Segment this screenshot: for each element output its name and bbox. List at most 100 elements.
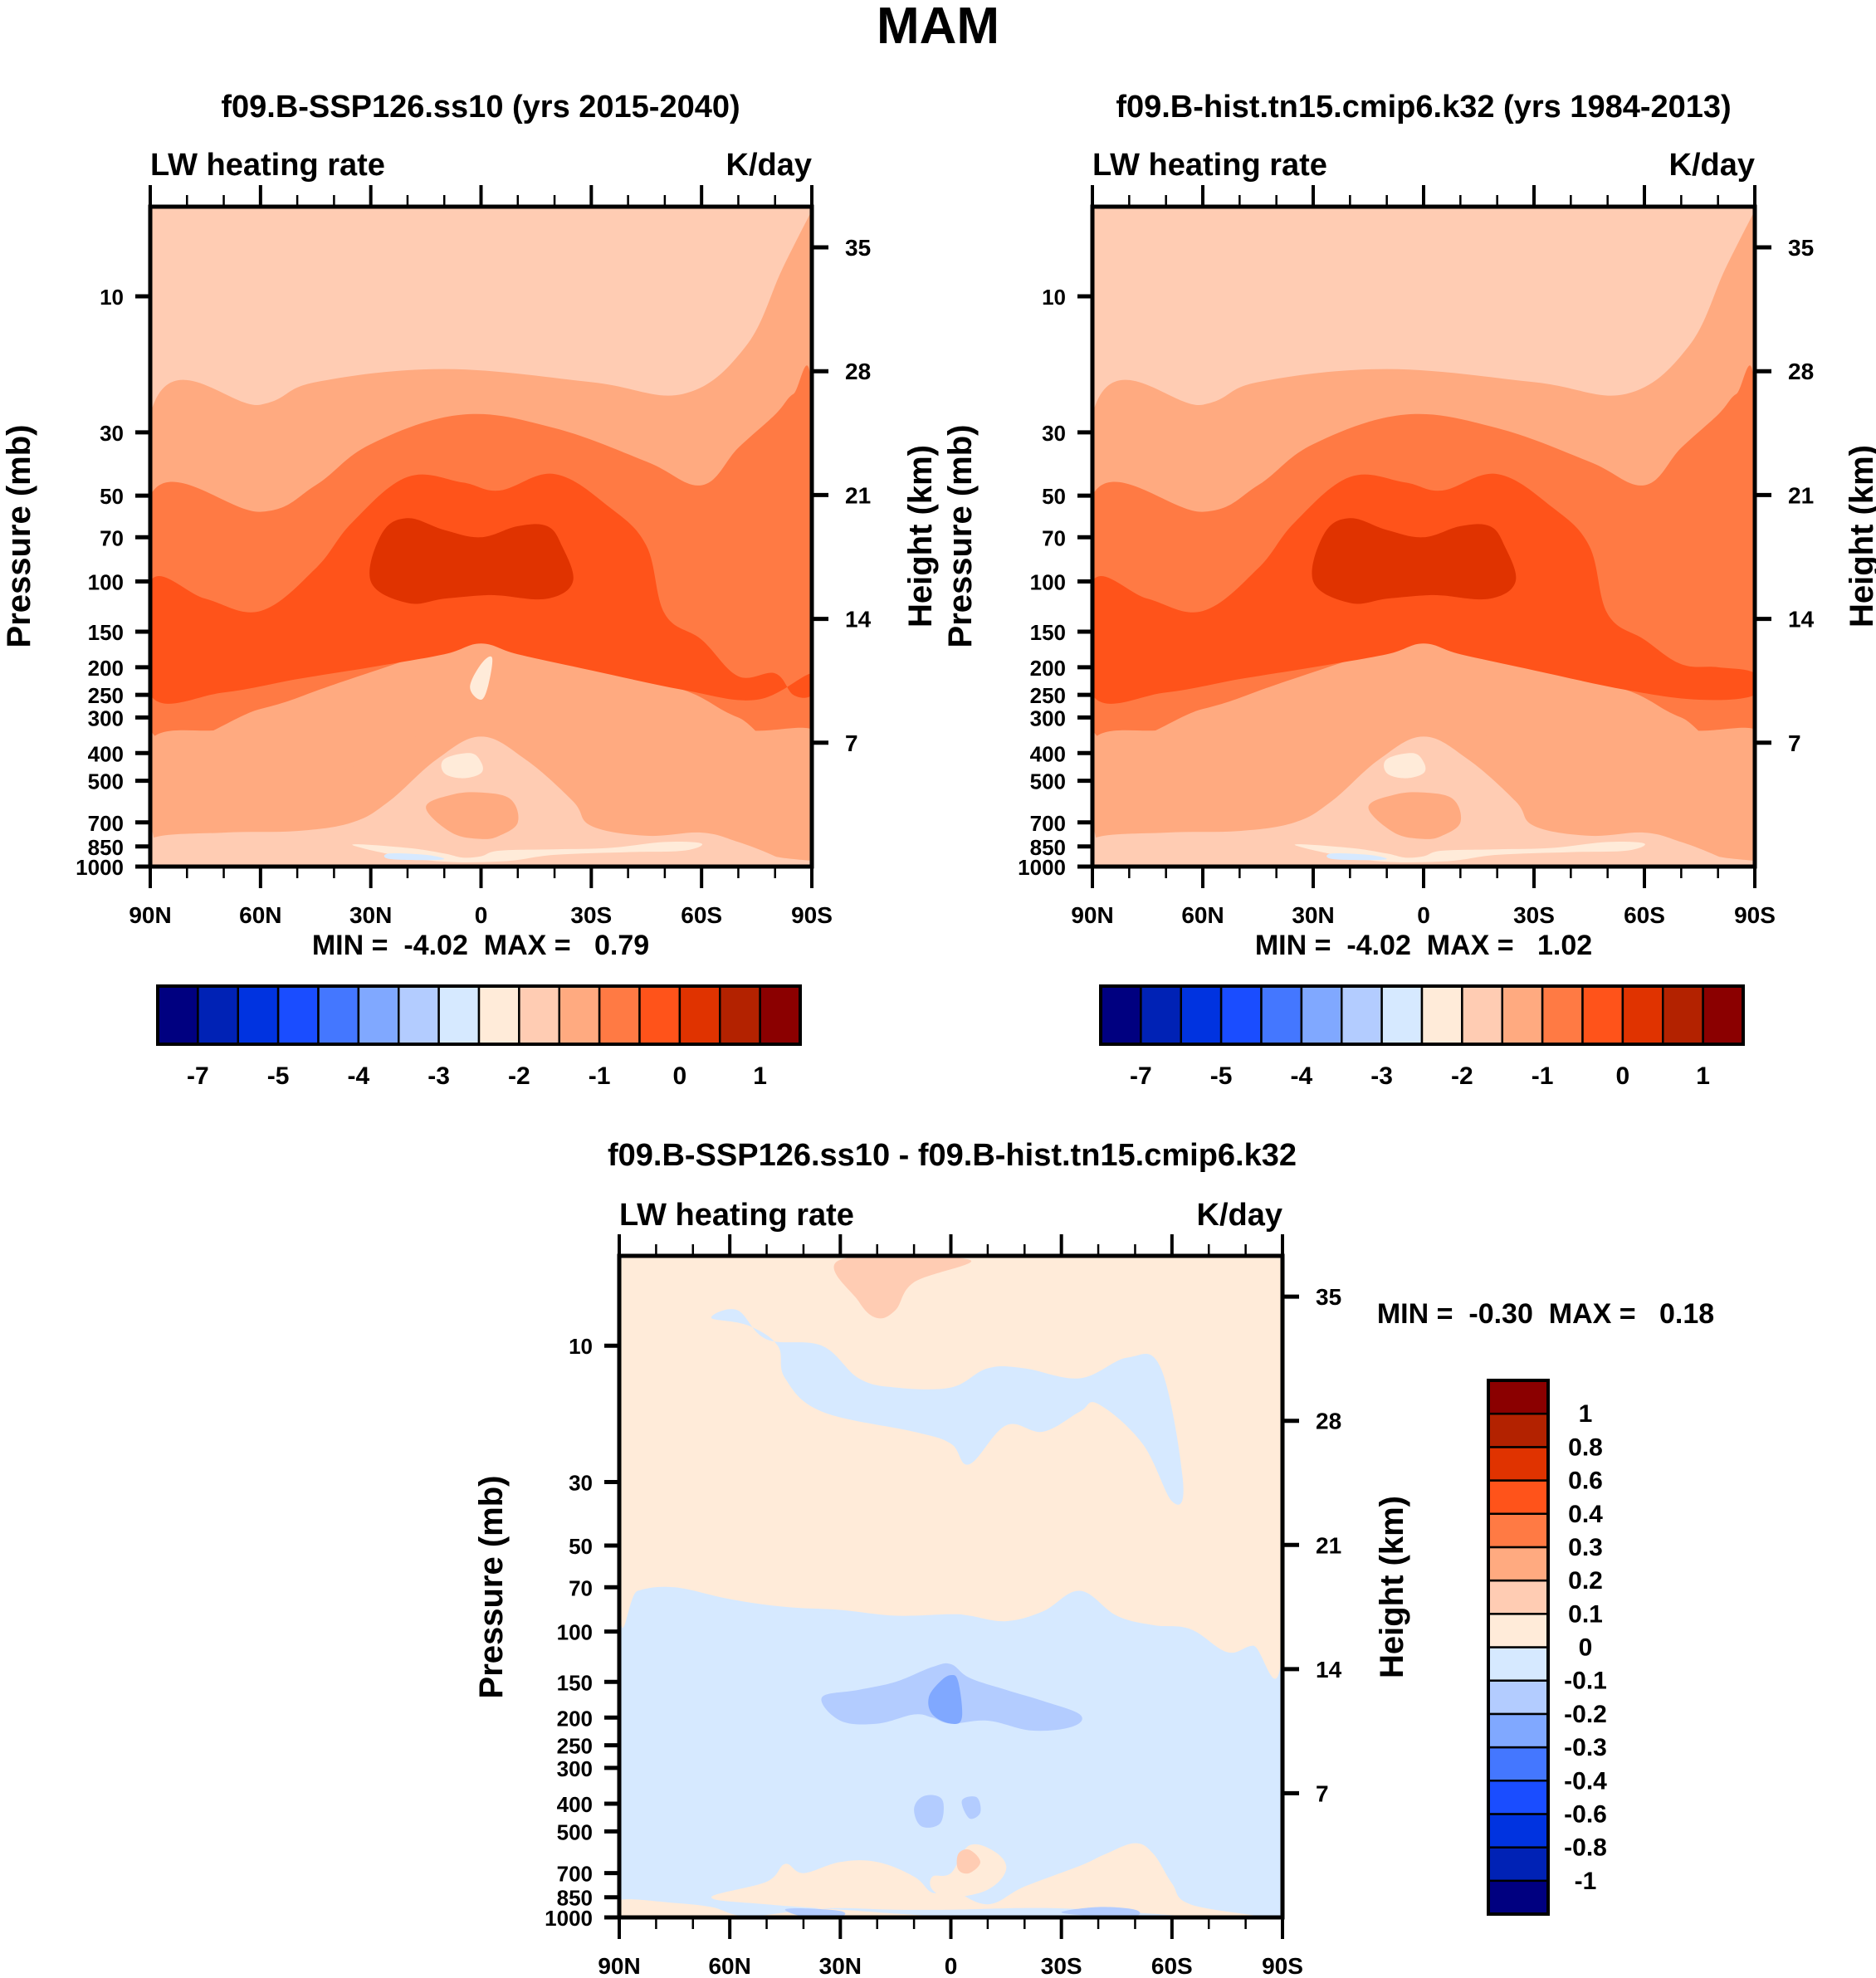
colorbar-label: -1 — [1532, 1062, 1554, 1090]
axes: 90N 60N 30N 0 30S 60S 90S103050701001502002503… — [76, 185, 872, 928]
colorbar-label: -0.6 — [1564, 1800, 1607, 1828]
y-tick-label: 1000 — [76, 855, 124, 880]
colorbar-label: 0.4 — [1568, 1501, 1603, 1528]
y-axis-title: Pressure (mb) — [942, 425, 979, 648]
contour-fill-layer — [150, 207, 812, 867]
contour-region-level-6 — [1061, 1907, 1141, 1917]
y-tick-label: 70 — [569, 1575, 593, 1600]
x-tick-label: 30S — [570, 902, 612, 928]
y2-tick-label: 35 — [845, 235, 871, 261]
min-max-stats: MIN = -4.02 MAX = 1.02 — [1255, 930, 1592, 961]
x-tick-label: 30S — [1041, 1953, 1082, 1978]
colorbar-box — [1380, 984, 1424, 1046]
colorbar-label: 0.2 — [1568, 1567, 1603, 1595]
colorbar-label: 0.3 — [1568, 1534, 1603, 1561]
colorbar-box — [1487, 1579, 1550, 1615]
colorbar-box — [1487, 1379, 1550, 1415]
y-tick-label: 1000 — [545, 1906, 593, 1931]
min-max-stats: MIN = -4.02 MAX = 0.79 — [312, 930, 649, 961]
colorbar-label: -1 — [589, 1062, 611, 1090]
colorbar-box — [1099, 984, 1142, 1046]
y-tick-label: 700 — [88, 811, 124, 836]
y-tick-label: 30 — [569, 1471, 593, 1496]
panel-title: f09.B-SSP126.ss10 (yrs 2015-2040) — [221, 90, 740, 125]
contour-fill-layer — [619, 1256, 1282, 1917]
contour-region-level-5 — [928, 1675, 963, 1725]
colorbar-box — [1581, 984, 1624, 1046]
y-tick-label: 50 — [100, 484, 124, 509]
panel-title: f09.B-SSP126.ss10 - f09.B-hist.tn15.cmip… — [608, 1138, 1297, 1173]
x-tick-label: 60N — [239, 902, 281, 928]
colorbar-box — [1662, 984, 1704, 1046]
x-tick-label: 30N — [1292, 902, 1334, 928]
colorbar-box — [558, 984, 601, 1046]
axes: 90N 60N 30N 0 30S 60S 90S103050701001502002503… — [1018, 185, 1815, 928]
panel-title: f09.B-hist.tn15.cmip6.k32 (yrs 1984-2013… — [1116, 90, 1731, 125]
contour-region-level-9 — [956, 1849, 980, 1874]
y2-axis-title: Height (km) — [1844, 445, 1876, 628]
y-tick-label: 100 — [557, 1620, 593, 1645]
colorbar-box — [276, 984, 320, 1046]
y-tick-label: 700 — [557, 1862, 593, 1887]
contour-region-level-8 — [441, 753, 483, 779]
colorbar-box — [1461, 984, 1503, 1046]
y2-tick-label: 21 — [1316, 1532, 1341, 1558]
x-tick-label: 90N — [598, 1953, 640, 1978]
colorbar-label: -2 — [1451, 1062, 1473, 1090]
colorbar-box — [1487, 1846, 1550, 1883]
units-label: K/day — [726, 148, 812, 183]
variable-label: LW heating rate — [1092, 148, 1327, 183]
x-tick-label: 60S — [681, 902, 722, 928]
min-max-stats: MIN = -0.30 MAX = 0.18 — [1377, 1298, 1714, 1330]
colorbar-box — [1487, 1679, 1550, 1716]
x-tick-label: 0 — [945, 1953, 958, 1978]
x-tick-label: 0 — [1417, 902, 1430, 928]
colorbar-box — [1487, 1879, 1550, 1916]
contour-region-level-13 — [1312, 518, 1517, 604]
panel-difference: f09.B-SSP126.ss10 - f09.B-hist.tn15.cmip… — [473, 1138, 1714, 1978]
y-tick-label: 50 — [1042, 484, 1066, 509]
y2-tick-label: 7 — [845, 730, 858, 756]
y-tick-label: 10 — [100, 285, 124, 310]
units-label: K/day — [1197, 1198, 1282, 1233]
x-tick-label: 90S — [1262, 1953, 1303, 1978]
colorbar-label: 0 — [673, 1062, 687, 1090]
y2-tick-label: 28 — [1316, 1409, 1341, 1434]
contour-region-level-7 — [1326, 853, 1387, 861]
colorbar: -7 -5 -4 -3 -2 -1 0 1 — [1099, 984, 1745, 1090]
x-tick-label: 60S — [1151, 1953, 1193, 1978]
y-tick-label: 1000 — [1018, 855, 1066, 880]
y-tick-label: 850 — [557, 1886, 593, 1911]
colorbar-frame — [1099, 984, 1745, 1046]
x-tick-label: 60S — [1624, 902, 1665, 928]
y-tick-label: 10 — [569, 1334, 593, 1359]
colorbar-label: 0.8 — [1568, 1433, 1603, 1461]
y-tick-label: 50 — [569, 1534, 593, 1559]
colorbar-box — [357, 984, 400, 1046]
colorbar-box — [518, 984, 560, 1046]
colorbar-box — [759, 984, 802, 1046]
colorbar-box — [1702, 984, 1745, 1046]
contour-fill-layer — [1092, 207, 1755, 867]
x-tick-label: 90S — [1734, 902, 1776, 928]
colorbar-box — [678, 984, 721, 1046]
x-tick-label: 90N — [129, 902, 171, 928]
y-tick-label: 400 — [88, 741, 124, 766]
colorbar-label: -5 — [1210, 1062, 1233, 1090]
colorbar: -7 -5 -4 -3 -2 -1 0 1 — [156, 984, 802, 1090]
colorbar-box — [1541, 984, 1584, 1046]
colorbar-label: 1 — [1579, 1400, 1593, 1428]
colorbar-box — [1487, 1512, 1550, 1549]
x-tick-label: 30N — [349, 902, 392, 928]
colorbar-box — [1180, 984, 1223, 1046]
colorbar: -1 -0.8 -0.6 -0.4 -0.3 -0.2 -0.1 0 0.1 0.2 0.3 0.4 0… — [1487, 1379, 1607, 1916]
colorbar-box — [1487, 1746, 1550, 1782]
colorbar-box — [477, 984, 520, 1046]
colorbar-box — [197, 984, 239, 1046]
variable-label: LW heating rate — [150, 148, 385, 183]
axes: 90N 60N 30N 0 30S 60S 90S103050701001502002503… — [545, 1234, 1342, 1978]
y-tick-label: 200 — [88, 656, 124, 681]
x-tick-label: 30S — [1513, 902, 1555, 928]
colorbar-label: -7 — [1130, 1062, 1152, 1090]
